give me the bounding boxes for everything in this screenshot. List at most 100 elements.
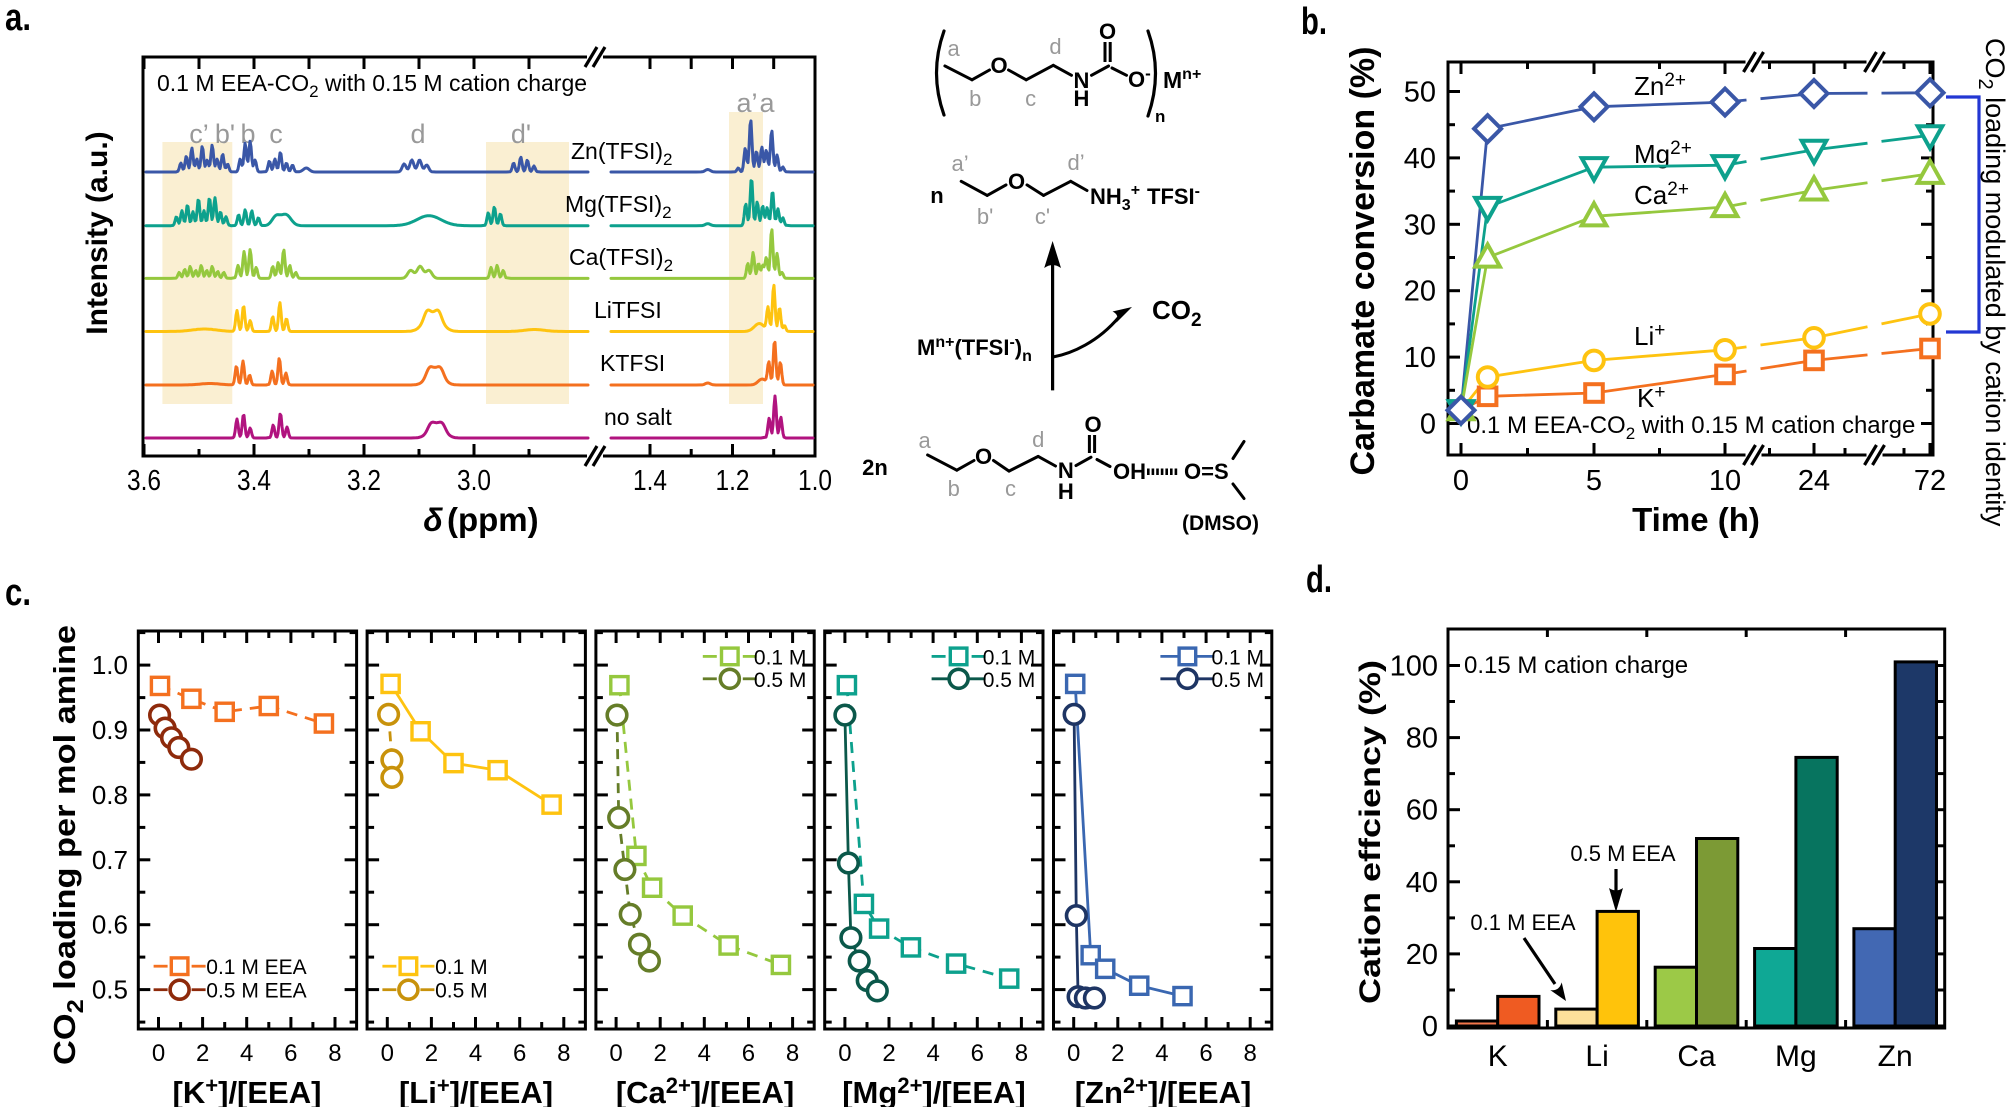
svg-text:O: O bbox=[1084, 412, 1101, 437]
svg-text:c': c' bbox=[1035, 204, 1050, 229]
svg-text:100: 100 bbox=[1390, 651, 1438, 683]
svg-text:LiTFSI: LiTFSI bbox=[594, 297, 662, 323]
svg-text:Ca: Ca bbox=[1677, 1040, 1716, 1073]
svg-text:Cation effciency (%): Cation effciency (%) bbox=[1354, 660, 1387, 1004]
svg-text:0: 0 bbox=[381, 1040, 394, 1067]
svg-text:0.5 M EEA: 0.5 M EEA bbox=[206, 980, 306, 1003]
svg-text:0: 0 bbox=[838, 1040, 851, 1067]
svg-text:6: 6 bbox=[971, 1040, 984, 1067]
svg-text:CO2 loading modulated by catio: CO2 loading modulated by cation identity bbox=[1974, 38, 2006, 527]
svg-text:3.0: 3.0 bbox=[457, 465, 491, 497]
svg-text:Mg: Mg bbox=[1775, 1040, 1817, 1073]
svg-text:1.4: 1.4 bbox=[633, 465, 667, 497]
svg-text:KTFSI: KTFSI bbox=[600, 350, 665, 376]
svg-text:H: H bbox=[1058, 479, 1074, 504]
svg-text:10: 10 bbox=[1404, 342, 1436, 374]
svg-text:0.1 M EEA-CO2 with 0.15 M cati: 0.1 M EEA-CO2 with 0.15 M cation charge bbox=[1467, 412, 1915, 443]
svg-text:b': b' bbox=[215, 119, 235, 149]
svg-text:Zn: Zn bbox=[1878, 1040, 1913, 1073]
svg-text:0.5 M: 0.5 M bbox=[435, 980, 488, 1003]
svg-text:8: 8 bbox=[1015, 1040, 1028, 1067]
svg-text:60: 60 bbox=[1406, 795, 1438, 827]
svg-text:40: 40 bbox=[1404, 143, 1436, 175]
svg-text:0: 0 bbox=[1422, 1011, 1438, 1043]
svg-text:2: 2 bbox=[654, 1040, 667, 1067]
svg-text:δ: δ bbox=[423, 502, 443, 538]
svg-text:a.: a. bbox=[5, 0, 31, 39]
svg-text:d': d' bbox=[511, 119, 531, 149]
svg-text:a: a bbox=[759, 88, 775, 118]
svg-text:Mg2+: Mg2+ bbox=[1634, 138, 1692, 169]
svg-text:0.5 M: 0.5 M bbox=[754, 669, 807, 692]
svg-text:N: N bbox=[1074, 68, 1090, 93]
svg-text:c: c bbox=[1005, 476, 1016, 501]
svg-text:0.5 M: 0.5 M bbox=[1212, 669, 1265, 692]
svg-text:O: O bbox=[975, 444, 992, 469]
svg-text:Li: Li bbox=[1585, 1040, 1608, 1073]
svg-text:0: 0 bbox=[609, 1040, 622, 1067]
svg-text:4: 4 bbox=[1155, 1040, 1168, 1067]
svg-text:c: c bbox=[1025, 86, 1036, 111]
svg-text:Intensity (a.u.): Intensity (a.u.) bbox=[81, 131, 114, 334]
svg-text:(ppm): (ppm) bbox=[447, 501, 539, 538]
svg-text:b.: b. bbox=[1301, 1, 1327, 43]
svg-text:c’: c’ bbox=[189, 119, 209, 149]
svg-text:a’: a’ bbox=[952, 151, 969, 176]
svg-text:CO2 loading per mol amine: CO2 loading per mol amine bbox=[47, 625, 88, 1065]
svg-text:OH: OH bbox=[1113, 459, 1146, 484]
svg-text:b: b bbox=[948, 476, 960, 501]
svg-text:1.0: 1.0 bbox=[92, 650, 128, 680]
svg-text:b: b bbox=[240, 119, 255, 149]
svg-text:O: O bbox=[990, 53, 1007, 78]
svg-text:2n: 2n bbox=[862, 455, 888, 480]
svg-text:d: d bbox=[1032, 427, 1044, 452]
svg-text:0.5 M EEA: 0.5 M EEA bbox=[1570, 841, 1675, 866]
svg-text:O: O bbox=[1099, 19, 1116, 44]
svg-text:4: 4 bbox=[469, 1040, 482, 1067]
svg-text:0: 0 bbox=[1067, 1040, 1080, 1067]
svg-text:[K+]/[EEA]: [K+]/[EEA] bbox=[173, 1073, 322, 1107]
svg-text:5: 5 bbox=[1586, 465, 1602, 497]
svg-text:1.2: 1.2 bbox=[716, 465, 750, 497]
svg-text:24: 24 bbox=[1798, 465, 1830, 497]
svg-text:0.15 M cation charge: 0.15 M cation charge bbox=[1464, 652, 1688, 679]
svg-text:K: K bbox=[1488, 1040, 1508, 1073]
svg-text:b: b bbox=[969, 86, 981, 111]
svg-text:20: 20 bbox=[1406, 939, 1438, 971]
svg-text:[Zn2+]/[EEA]: [Zn2+]/[EEA] bbox=[1075, 1073, 1252, 1107]
svg-text:0.1 M EEA: 0.1 M EEA bbox=[1470, 910, 1575, 935]
svg-text:Ca(TFSI)2: Ca(TFSI)2 bbox=[569, 244, 673, 275]
svg-text:0.1 M: 0.1 M bbox=[983, 646, 1036, 669]
svg-text:c.: c. bbox=[5, 572, 31, 614]
svg-text:(DMSO): (DMSO) bbox=[1182, 512, 1259, 535]
svg-text:O-: O- bbox=[1128, 64, 1151, 92]
svg-text:b': b' bbox=[977, 204, 993, 229]
svg-text:2: 2 bbox=[196, 1040, 209, 1067]
svg-text:3.2: 3.2 bbox=[347, 465, 381, 497]
svg-text:8: 8 bbox=[1244, 1040, 1257, 1067]
svg-text:6: 6 bbox=[1199, 1040, 1212, 1067]
svg-text:2: 2 bbox=[882, 1040, 895, 1067]
svg-text:8: 8 bbox=[557, 1040, 570, 1067]
svg-text:n: n bbox=[1155, 107, 1165, 126]
svg-text:4: 4 bbox=[926, 1040, 939, 1067]
svg-text:6: 6 bbox=[284, 1040, 297, 1067]
svg-text:0: 0 bbox=[1420, 409, 1436, 441]
svg-text:80: 80 bbox=[1406, 723, 1438, 755]
svg-text:Zn(TFSI)2: Zn(TFSI)2 bbox=[571, 138, 672, 169]
svg-text:8: 8 bbox=[328, 1040, 341, 1067]
svg-text:30: 30 bbox=[1404, 209, 1436, 241]
svg-text:4: 4 bbox=[698, 1040, 711, 1067]
svg-text:0.1 M EEA: 0.1 M EEA bbox=[206, 956, 306, 979]
svg-text:0.7: 0.7 bbox=[92, 845, 128, 875]
svg-text:0: 0 bbox=[1453, 465, 1469, 497]
svg-text:d’: d’ bbox=[1068, 150, 1085, 175]
svg-text:6: 6 bbox=[742, 1040, 755, 1067]
svg-text:N: N bbox=[1058, 458, 1074, 483]
svg-text:a: a bbox=[947, 36, 960, 61]
svg-text:a: a bbox=[918, 428, 931, 453]
svg-text:10: 10 bbox=[1709, 465, 1741, 497]
svg-text:50: 50 bbox=[1404, 77, 1436, 109]
svg-text:[Ca2+]/[EEA]: [Ca2+]/[EEA] bbox=[616, 1073, 794, 1107]
svg-text:n: n bbox=[930, 183, 943, 208]
